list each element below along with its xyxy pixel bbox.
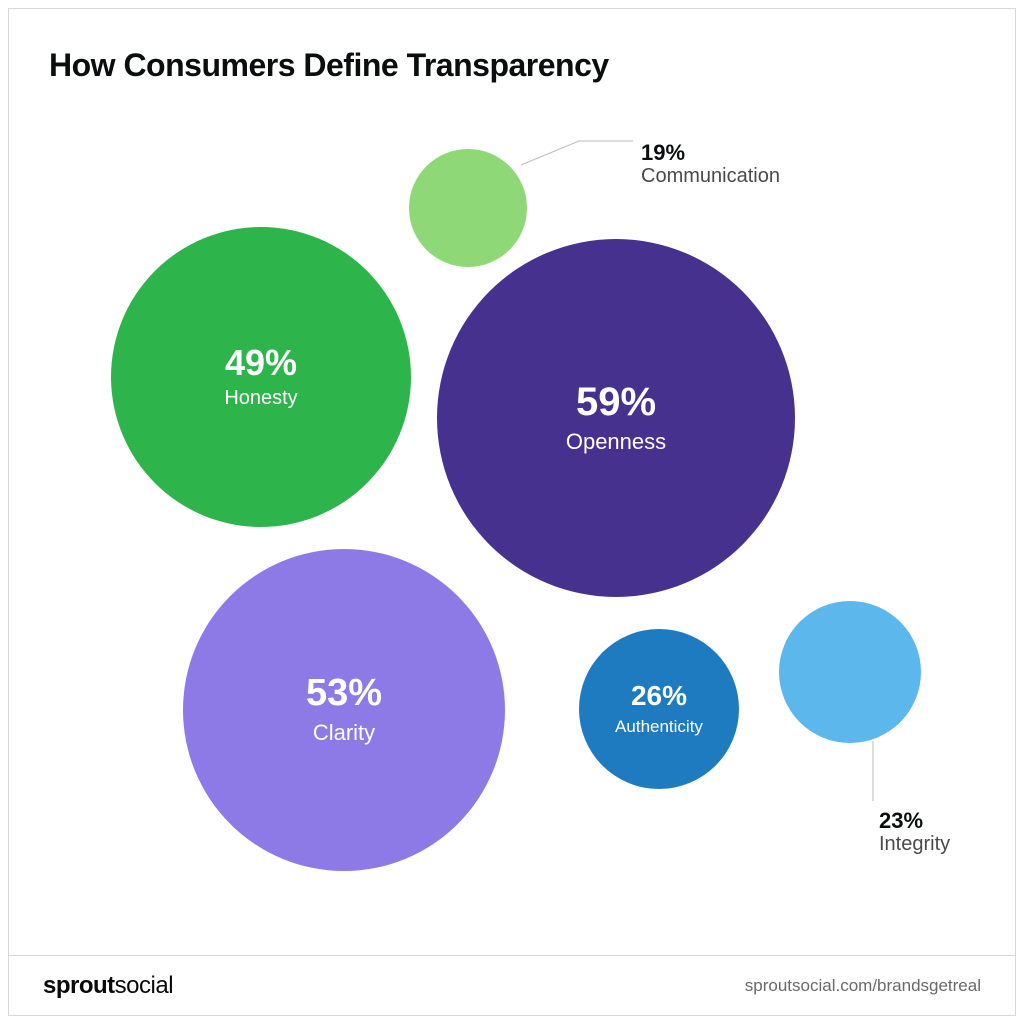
bubble-chart: 49% Honesty 59% Openness 19%Communication 53%…: [9, 9, 1015, 1015]
bubble-openness: 59% Openness: [437, 239, 795, 597]
source-url: sproutsocial.com/brandsgetreal: [745, 976, 981, 996]
bubble-authenticity: 26% Authenticity: [579, 629, 739, 789]
bubble-clarity-pct: 53%: [306, 674, 382, 714]
callout-communication-label: Communication: [641, 165, 780, 188]
bubble-openness-pct: 59%: [576, 381, 656, 423]
callout-communication-pct: 19%: [641, 141, 780, 165]
bubble-openness-label: Openness: [566, 429, 666, 455]
callout-integrity: 23%Integrity: [879, 809, 950, 856]
bubble-clarity-label: Clarity: [313, 720, 375, 746]
bubble-authenticity-pct: 26%: [631, 681, 687, 710]
footer-bar: sproutsocial sproutsocial.com/brandsgetr…: [9, 955, 1015, 1015]
chart-card: How Consumers Define Transparency 49%Hon…: [8, 8, 1016, 1016]
brand-logo: sproutsocial: [43, 972, 173, 1000]
callout-integrity-label: Integrity: [879, 833, 950, 856]
bubble-clarity: 53% Clarity: [183, 549, 505, 871]
bubble-communication: [409, 149, 527, 267]
bubble-honesty-pct: 49%: [225, 344, 297, 382]
bubble-honesty: 49% Honesty: [111, 227, 411, 527]
callout-communication: 19%Communication: [641, 141, 780, 188]
callout-integrity-pct: 23%: [879, 809, 950, 833]
page-wrap: How Consumers Define Transparency 49%Hon…: [0, 0, 1024, 1024]
bubble-integrity: [779, 601, 921, 743]
bubble-authenticity-label: Authenticity: [615, 717, 703, 737]
bubble-honesty-label: Honesty: [224, 387, 297, 410]
brand-logo-bold: sprout: [43, 972, 115, 999]
brand-logo-rest: social: [115, 972, 173, 999]
